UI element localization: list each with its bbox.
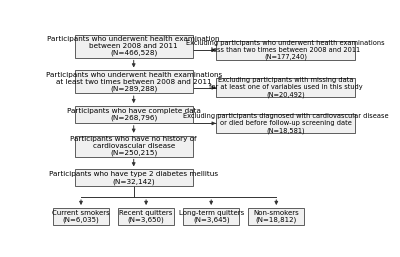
FancyBboxPatch shape: [216, 114, 355, 133]
FancyBboxPatch shape: [118, 208, 174, 225]
Text: Excluding participants who underwent health examinations
less than two times bet: Excluding participants who underwent hea…: [186, 40, 385, 60]
Text: Excluding participants with missing data
for at least one of variables used in t: Excluding participants with missing data…: [209, 77, 362, 98]
FancyBboxPatch shape: [216, 78, 355, 97]
Text: Participants who have no history of
cardiovascular disease
(N=250,215): Participants who have no history of card…: [70, 136, 197, 156]
FancyBboxPatch shape: [183, 208, 239, 225]
FancyBboxPatch shape: [75, 70, 193, 93]
Text: Non-smokers
(N=18,812): Non-smokers (N=18,812): [254, 210, 299, 223]
FancyBboxPatch shape: [75, 169, 193, 186]
Text: Participants who have type 2 diabetes mellitus
(N=32,142): Participants who have type 2 diabetes me…: [49, 171, 218, 185]
Text: Participants who underwent health examinations
at least two times between 2008 a: Participants who underwent health examin…: [46, 71, 222, 92]
FancyBboxPatch shape: [75, 35, 193, 58]
Text: Recent quitters
(N=3,650): Recent quitters (N=3,650): [120, 210, 173, 223]
Text: Current smokers
(N=6,035): Current smokers (N=6,035): [52, 210, 110, 223]
Text: Participants who underwent health examination
between 2008 and 2011
(N=466,528): Participants who underwent health examin…: [48, 36, 220, 57]
FancyBboxPatch shape: [75, 136, 193, 157]
Text: Excluding participants diagnosed with cardiovascular disease
or died before foll: Excluding participants diagnosed with ca…: [183, 113, 388, 134]
FancyBboxPatch shape: [75, 106, 193, 123]
Text: Participants who have complete data
(N=268,796): Participants who have complete data (N=2…: [67, 108, 201, 121]
FancyBboxPatch shape: [248, 208, 304, 225]
Text: Long-term quitters
(N=3,645): Long-term quitters (N=3,645): [178, 210, 244, 223]
FancyBboxPatch shape: [53, 208, 109, 225]
FancyBboxPatch shape: [216, 41, 355, 60]
